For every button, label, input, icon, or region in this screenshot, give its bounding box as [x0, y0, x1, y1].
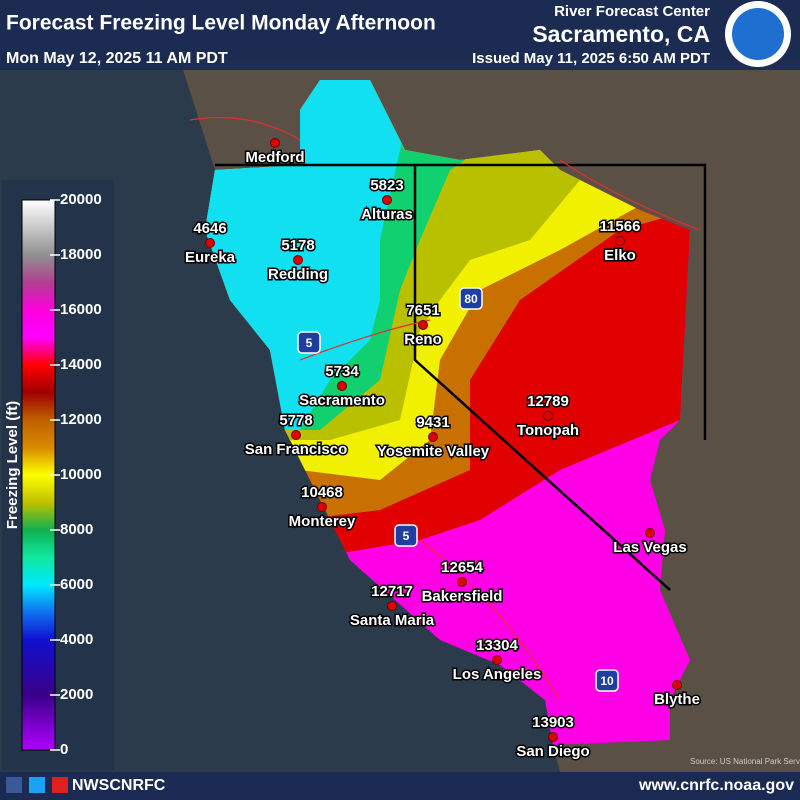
footer-bar: [0, 772, 800, 800]
freezing-level-value: 5178: [281, 237, 314, 254]
city-name: San Francisco: [245, 441, 348, 458]
city-dot: [317, 502, 327, 512]
legend-tick-label: 0: [60, 741, 68, 758]
highway-number: 80: [464, 292, 478, 306]
highway-number: 10: [600, 674, 614, 688]
legend-tick-label: 4000: [60, 631, 93, 648]
state-border: [215, 163, 707, 591]
freezing-level-value: 10468: [301, 484, 343, 501]
header-bar: [0, 0, 800, 70]
legend-tick-label: 14000: [60, 356, 102, 373]
location: Sacramento, CA: [532, 21, 710, 47]
city-dot: [291, 430, 301, 440]
city-dot: [270, 138, 280, 148]
freezing-level-value: 4646: [193, 220, 226, 237]
legend-tick-label: 16000: [60, 301, 102, 318]
city-name: Redding: [268, 266, 328, 283]
city-name: Elko: [604, 247, 636, 264]
freezing-level-value: 11566: [600, 218, 641, 235]
city-name: Tonopah: [517, 422, 579, 439]
highway-number: 5: [403, 529, 410, 543]
freezing-level-value: 12789: [527, 393, 569, 410]
highway-shield: [595, 669, 619, 692]
city-dot: [615, 236, 625, 246]
city-dot: [543, 411, 553, 421]
legend-tick-label: 8000: [60, 521, 93, 538]
freezing-level-value: 13903: [532, 714, 574, 731]
city-name: Los Angeles: [453, 666, 542, 683]
freezing-level-value: 7651: [406, 302, 439, 319]
handle[interactable]: NWSCNRFC: [72, 777, 166, 794]
city-dot: [645, 528, 655, 538]
valid-time: Mon May 12, 2025 11 AM PDT: [6, 50, 228, 67]
legend-tick-label: 12000: [60, 411, 102, 428]
city-name: Las Vegas: [613, 539, 686, 556]
freezing-level-value: 9431: [416, 414, 449, 431]
city-dot: [382, 195, 392, 205]
city-name: Sacramento: [299, 392, 385, 409]
facebook-icon[interactable]: [6, 777, 22, 793]
city-dot: [457, 577, 467, 587]
legend-tick-label: 6000: [60, 576, 93, 593]
city-name: Medford: [245, 149, 304, 166]
city-name: Yosemite Valley: [377, 443, 490, 460]
highway-shield: [297, 331, 321, 354]
issued: Issued May 11, 2025 6:50 AM PDT: [472, 50, 710, 67]
city-name: Bakersfield: [422, 588, 503, 605]
city-dot: [387, 601, 397, 611]
city-dot: [428, 432, 438, 442]
highway-number: 5: [306, 336, 313, 350]
highway-shield: [394, 524, 418, 547]
freezing-level-value: 12654: [441, 559, 483, 576]
legend-label: Freezing Level (ft): [4, 401, 21, 529]
center: River Forecast Center: [554, 3, 710, 20]
city-name: Alturas: [361, 206, 413, 223]
url[interactable]: www.cnrfc.noaa.gov: [638, 777, 794, 794]
city-name: Santa Maria: [350, 612, 435, 629]
legend-tick-label: 2000: [60, 686, 93, 703]
youtube-icon[interactable]: [52, 777, 68, 793]
legend-tick-label: 18000: [60, 246, 102, 263]
city-name: San Diego: [516, 743, 589, 760]
freezing-level-value: 13304: [476, 637, 518, 654]
city-dot: [205, 238, 215, 248]
nws-logo-inner: [732, 8, 784, 60]
city-dot: [672, 680, 682, 690]
twitter-icon[interactable]: [29, 777, 45, 793]
city-name: Eureka: [185, 249, 236, 266]
title: Forecast Freezing Level Monday Afternoon: [6, 12, 436, 35]
city-name: Blythe: [654, 691, 700, 708]
freezing-level-value: 5778: [279, 412, 312, 429]
city-dot: [293, 255, 303, 265]
ocean: [180, 60, 560, 772]
color-bar: [21, 199, 56, 751]
city-dot: [492, 655, 502, 665]
freezing-level-value: 5734: [325, 363, 359, 380]
city-name: Monterey: [289, 513, 356, 530]
city-dot: [418, 320, 428, 330]
freezing-level-value: 5823: [370, 177, 403, 194]
city-name: Reno: [404, 331, 442, 348]
highway-shield: [459, 287, 483, 310]
legend-tick-label: 10000: [60, 466, 102, 483]
city-dot: [337, 381, 347, 391]
city-dot: [548, 732, 558, 742]
legend-tick-label: 20000: [60, 191, 102, 208]
highway-line: [189, 116, 701, 701]
source: Source: US National Park Service: [690, 757, 800, 766]
freezing-level-value: 12717: [371, 583, 413, 600]
